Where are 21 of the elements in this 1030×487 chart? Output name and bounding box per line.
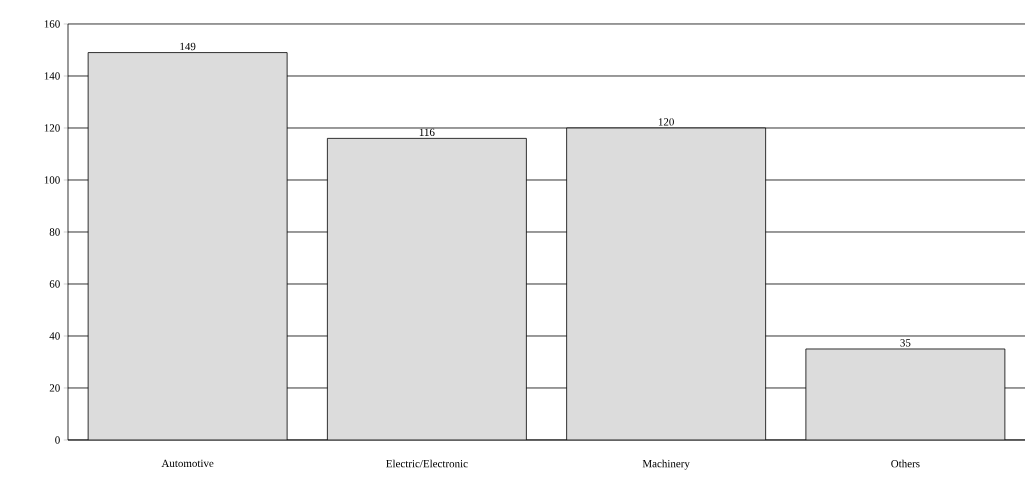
bar [805,348,1006,440]
x-tick-label: Electric/Electronic [386,459,468,468]
data-label: 35 [900,339,911,347]
x-tick-label: Others [891,459,920,468]
x-tick-label: Automotive [161,459,214,467]
bar [326,137,527,440]
y-tick-label: 100 [44,176,60,184]
bar [87,52,288,440]
y-tick-label: 80 [49,228,60,236]
y-tick-label: 120 [44,124,60,132]
x-tick-label: Machinery [642,459,690,470]
y-tick-label: 60 [49,280,60,288]
y-tick-label: 20 [49,384,60,392]
data-label: 120 [658,118,674,126]
y-tick-label: 140 [44,72,60,80]
y-tick-label: 40 [49,332,60,340]
y-tick-label: 0 [55,436,60,444]
data-label: 116 [419,128,435,136]
data-label: 149 [180,42,196,51]
bar [566,127,767,440]
y-tick-label: 160 [44,20,60,28]
